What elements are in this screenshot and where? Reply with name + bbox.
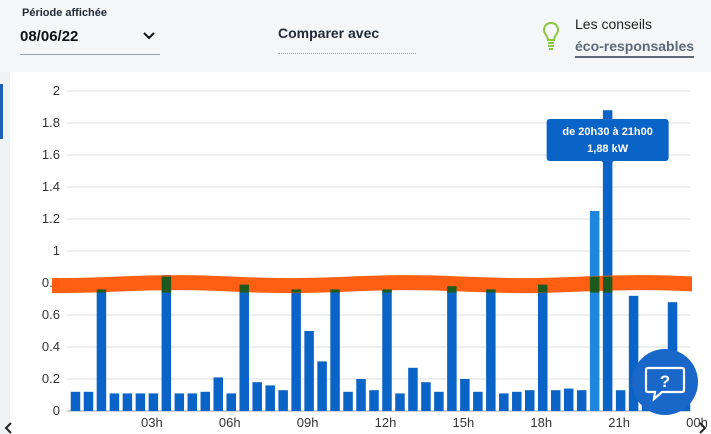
x-tick-label: 12h xyxy=(375,415,397,430)
period-select[interactable]: 08/06/22 xyxy=(20,22,160,55)
tooltip-box xyxy=(546,119,669,161)
y-tick-label: 2 xyxy=(53,83,60,98)
x-tick-label: 15h xyxy=(453,415,475,430)
x-tick-label: 18h xyxy=(530,415,552,430)
bar xyxy=(525,390,535,411)
bar-overlap xyxy=(589,276,600,293)
chevron-down-icon xyxy=(143,32,155,40)
bar xyxy=(628,295,639,411)
x-tick-label: 21h xyxy=(608,415,630,430)
bar xyxy=(330,289,340,411)
svg-text:?: ? xyxy=(660,372,670,391)
bar xyxy=(589,211,600,411)
bar-overlap xyxy=(537,284,548,293)
bar xyxy=(460,379,470,411)
y-tick-label: 1.2 xyxy=(42,211,60,226)
bar xyxy=(395,393,405,411)
tips-label: Les conseils xyxy=(575,16,653,32)
bar xyxy=(602,110,613,411)
bar-overlap xyxy=(161,276,172,293)
x-tick-label: 06h xyxy=(219,415,241,430)
bar xyxy=(382,289,392,411)
bar xyxy=(576,390,587,411)
bar xyxy=(356,379,366,411)
bar-overlap xyxy=(239,284,249,293)
tooltip-value: 1,88 kW xyxy=(587,143,629,155)
bar-overlap xyxy=(382,289,392,293)
help-button[interactable]: ? xyxy=(632,349,698,415)
bar xyxy=(499,393,509,411)
bar xyxy=(278,390,288,411)
bar-overlap xyxy=(291,289,301,293)
bar xyxy=(317,361,327,411)
bar xyxy=(550,390,561,411)
bar xyxy=(343,391,353,411)
compare-select[interactable]: Comparer avec xyxy=(278,25,416,55)
bar-overlap xyxy=(447,286,457,293)
bar xyxy=(563,388,574,411)
bar xyxy=(265,385,275,411)
bar xyxy=(304,331,314,411)
bar xyxy=(537,284,548,411)
y-tick-label: 1.6 xyxy=(42,147,60,162)
bar xyxy=(421,382,431,411)
bar xyxy=(512,391,522,411)
bar xyxy=(226,393,236,411)
compare-label: Comparer avec xyxy=(278,25,380,41)
threshold-band xyxy=(52,275,692,294)
bar xyxy=(473,391,483,411)
bar xyxy=(70,391,81,411)
y-tick-label: 0.4 xyxy=(42,339,60,354)
tooltip-pointer xyxy=(601,161,614,168)
x-tick-label: 09h xyxy=(297,415,319,430)
left-panel-edge xyxy=(0,72,10,434)
bar xyxy=(408,367,418,411)
bar xyxy=(434,391,444,411)
bar xyxy=(148,393,159,411)
period-value: 08/06/22 xyxy=(20,28,79,45)
tooltip-time: de 20h30 à 21h00 xyxy=(562,126,653,138)
bar xyxy=(174,393,185,411)
bar-overlap xyxy=(602,276,613,293)
question-icon: ? xyxy=(644,366,686,402)
tips-link[interactable]: éco-responsables xyxy=(575,38,695,58)
bar xyxy=(200,391,211,411)
consumption-chart: 0 0.2 0.4 0.6 0.8 1 1.2 1.4 1.6 1.8 2 03h 06h 09h 12h 1… xyxy=(0,72,711,434)
header-bar: Période affichée 08/06/22 Comparer avec … xyxy=(0,0,711,72)
bar xyxy=(447,286,457,411)
bar xyxy=(239,284,249,411)
bar xyxy=(369,390,379,411)
bar-overlap xyxy=(486,289,496,293)
bar xyxy=(96,289,107,411)
y-tick-label: 1.4 xyxy=(42,179,60,194)
bar xyxy=(161,275,172,411)
bar xyxy=(135,393,146,411)
lightbulb-icon xyxy=(542,21,560,50)
bar xyxy=(122,393,133,411)
bar-overlap xyxy=(96,289,107,293)
period-label: Période affichée xyxy=(22,7,107,19)
bar xyxy=(615,390,626,411)
x-tick-label: 03h xyxy=(141,415,163,430)
y-tick-label: 1.8 xyxy=(42,115,60,130)
scroll-left-arrow[interactable] xyxy=(0,420,16,434)
bar-overlap xyxy=(330,289,340,293)
bar xyxy=(291,289,301,411)
bar xyxy=(252,382,262,411)
compare-underline xyxy=(278,53,416,54)
y-tick-label: 0.6 xyxy=(42,307,60,322)
bar xyxy=(187,393,198,411)
bar xyxy=(83,391,94,411)
y-tick-label: 0 xyxy=(53,403,60,418)
y-tick-label: 0.2 xyxy=(42,371,60,386)
scroll-right-arrow[interactable] xyxy=(695,420,711,434)
bar xyxy=(486,289,496,411)
bar xyxy=(109,393,120,411)
bar xyxy=(213,377,224,411)
y-tick-label: 1 xyxy=(53,243,60,258)
